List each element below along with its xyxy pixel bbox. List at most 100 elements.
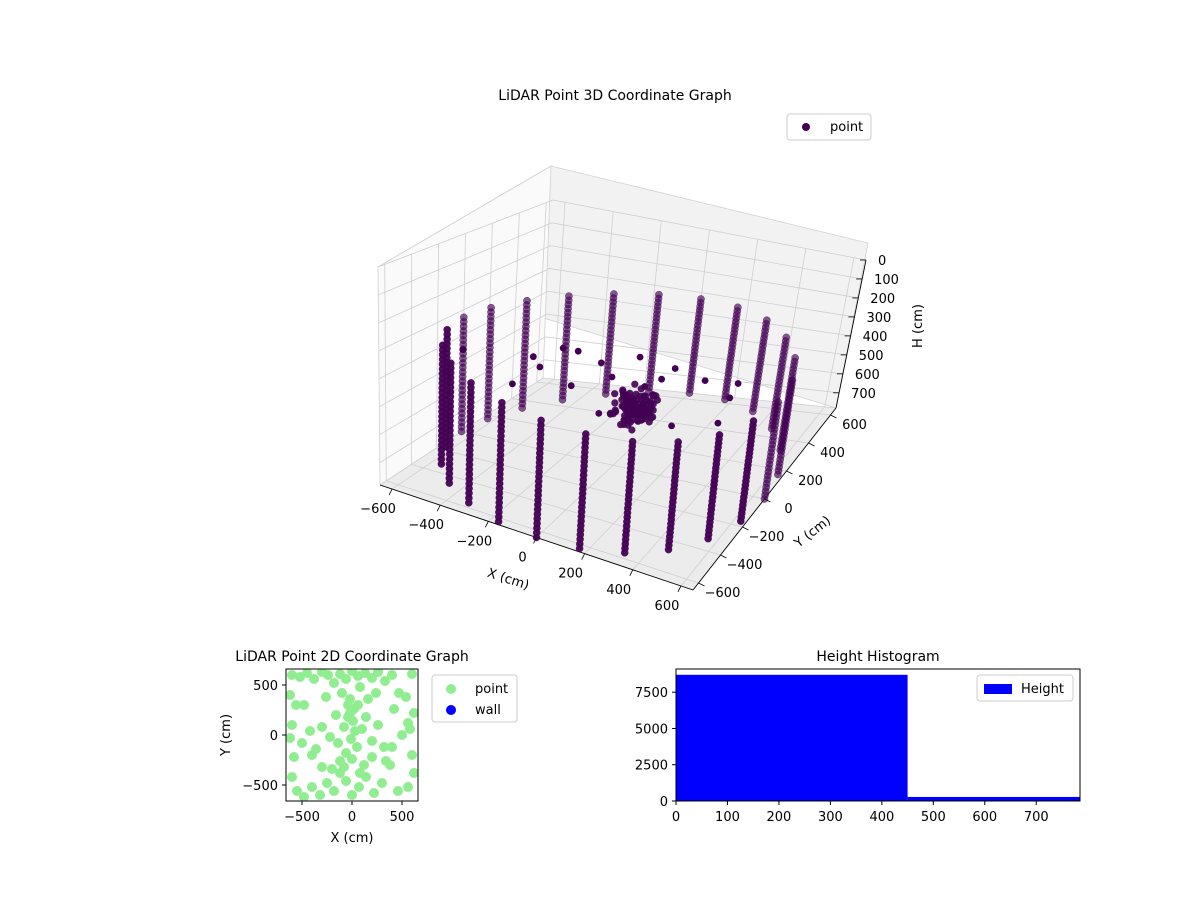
x-tick-label-histogram: 500 <box>921 810 946 825</box>
data-point-2d <box>331 710 341 720</box>
data-point-3d <box>611 390 619 398</box>
legend-histogram-swatch <box>984 684 1012 694</box>
data-point-2d <box>355 768 365 778</box>
data-point-2d <box>305 726 315 736</box>
data-point-3d <box>529 353 537 361</box>
data-point-2d <box>302 669 312 678</box>
data-point-3d <box>714 419 722 427</box>
histogram-title: Height Histogram <box>816 649 939 665</box>
data-point-2d <box>369 788 379 798</box>
data-point-3d <box>625 411 633 419</box>
data-point-2d <box>367 752 377 762</box>
y-tick-labels-3d: −600 −400 −200 0 200 400 600 <box>698 414 867 601</box>
legend-3d: point <box>786 113 872 141</box>
x-tick-label-3d: −400 <box>408 518 444 533</box>
legend-2d: point wall <box>431 674 518 723</box>
grid-line-3d <box>536 202 547 383</box>
z-axis-label-3d: H (cm) <box>911 304 926 348</box>
legend-3d-marker <box>802 123 810 131</box>
y-tick-label-3d: −200 <box>749 530 785 545</box>
data-point-3d <box>791 354 799 362</box>
data-point-2d <box>321 692 331 702</box>
legend-histogram-box <box>976 674 1074 702</box>
data-point-2d <box>317 722 327 732</box>
data-point-2d <box>355 682 365 692</box>
x-tick-label-histogram: 600 <box>972 810 997 825</box>
grid-line-3d <box>378 245 859 324</box>
data-point-3d <box>726 394 734 402</box>
data-point-2d <box>403 782 413 792</box>
y-tick-3d <box>720 554 727 559</box>
chart-3d-title: LiDAR Point 3D Coordinate Graph <box>498 88 731 104</box>
data-point-2d <box>397 730 407 740</box>
data-point-2d <box>347 790 357 800</box>
data-point-3d <box>443 325 452 334</box>
data-point-3d <box>620 392 628 401</box>
data-point-3d <box>536 363 544 371</box>
data-point-2d <box>333 738 343 748</box>
z-tick-label-3d: 100 <box>874 273 899 288</box>
grid-line-3d <box>644 220 662 389</box>
x-axis-label-3d: X (cm) <box>485 566 531 594</box>
data-point-2d <box>325 732 335 742</box>
x-axis-label-2d: X (cm) <box>331 831 374 846</box>
y-tick-label-3d: −400 <box>727 558 763 573</box>
histogram-bars <box>676 674 1080 801</box>
data-point-3d <box>509 380 516 388</box>
grid-line-3d <box>598 211 614 384</box>
grid-line-3d <box>536 381 831 416</box>
grid-line-3d <box>779 248 807 403</box>
x-tick-label-2d: 500 <box>390 810 415 825</box>
data-point-3d <box>487 303 495 312</box>
data-point-3d <box>734 380 742 387</box>
data-point-2d <box>337 688 347 698</box>
data-point-3d <box>446 359 455 368</box>
ticks-histogram: 0 100 200 300 400 500 600 700 0 2500 5000 7500 <box>635 686 1049 825</box>
y-tick-label-3d: 600 <box>842 418 867 433</box>
points-2d <box>286 669 418 801</box>
grid-line-3d <box>584 397 735 554</box>
data-point-3d <box>628 437 637 446</box>
data-point-2d <box>371 688 381 698</box>
grid-line-3d <box>377 199 867 268</box>
legend-3d-box <box>786 113 872 141</box>
y-tick-label-histogram: 2500 <box>635 759 668 774</box>
legend-3d-label: point <box>830 120 863 135</box>
x-tick-label-histogram: 0 <box>672 810 680 825</box>
data-point-2d <box>407 669 417 679</box>
legend-histogram-label: Height <box>1021 682 1064 697</box>
x-tick-label-3d: −200 <box>456 534 492 549</box>
x-tick-label-histogram: 400 <box>869 810 894 825</box>
data-point-2d <box>289 752 299 762</box>
data-point-3d <box>559 344 567 352</box>
z-tick-label-3d: 500 <box>859 349 884 364</box>
data-point-2d <box>299 700 309 710</box>
data-point-2d <box>341 776 351 786</box>
data-point-2d <box>322 778 332 788</box>
data-point-2d <box>407 750 417 760</box>
x-tick-label-2d: 0 <box>348 810 356 825</box>
data-point-2d <box>401 692 411 702</box>
grid-line-3d <box>436 243 439 448</box>
y-tick-label-histogram: 7500 <box>635 686 668 701</box>
chart-2d-title: LiDAR Point 2D Coordinate Graph <box>235 649 468 665</box>
z-tick-labels-3d: 0 100 200 300 400 500 600 700 <box>833 254 899 402</box>
data-point-2d <box>299 792 309 801</box>
data-point-2d <box>292 786 302 796</box>
data-point-2d <box>329 786 339 796</box>
grid-line-3d <box>378 290 851 380</box>
x-tick-label-histogram: 200 <box>767 810 792 825</box>
data-point-3d <box>567 382 575 390</box>
data-point-2d <box>373 720 383 730</box>
data-point-2d <box>380 676 390 686</box>
y-tick-label-2d: −500 <box>242 779 278 794</box>
data-point-2d <box>309 674 319 684</box>
chart-3d: LiDAR Point 3D Coordinate Graph −600 −400… <box>360 88 926 614</box>
data-point-2d <box>297 738 307 748</box>
data-point-2d <box>361 712 371 722</box>
data-point-3d <box>649 400 657 408</box>
x-tick-3d <box>677 585 682 593</box>
grid-line-3d <box>384 264 387 481</box>
data-point-3d <box>611 399 619 407</box>
